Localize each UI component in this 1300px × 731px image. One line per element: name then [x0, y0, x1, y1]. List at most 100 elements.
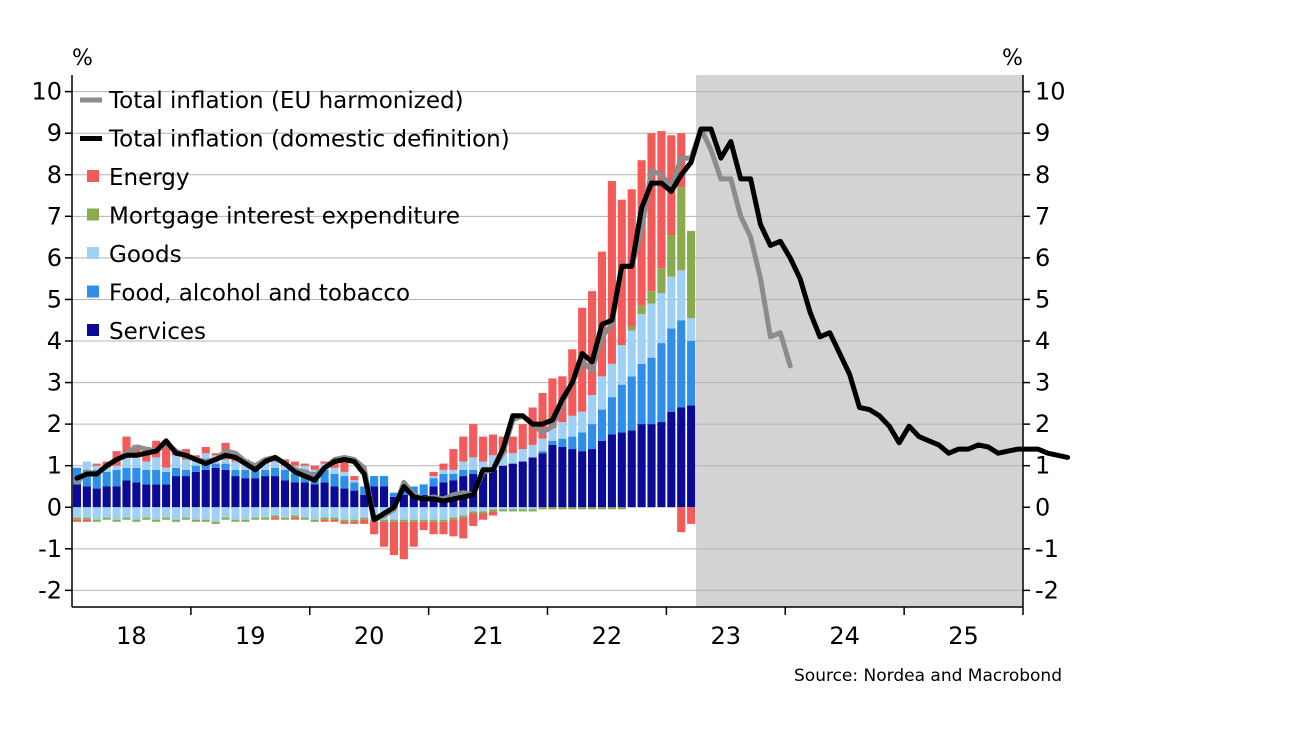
bar-mortgage-interest-expenditure-negative-	[241, 519, 250, 522]
bar-goods-negative-	[399, 507, 408, 520]
bar-mortgage-interest-expenditure-negative-	[558, 507, 567, 510]
bar-energy-negative-	[409, 521, 418, 547]
bar-goods-negative-	[251, 507, 260, 518]
bar-goods-negative-	[419, 507, 428, 520]
bar-food-alcohol-and-tobacco	[558, 438, 567, 447]
bar-energy-negative-	[350, 521, 359, 524]
bar-goods	[607, 363, 616, 398]
bar-services	[578, 451, 587, 508]
bar-services	[261, 476, 270, 508]
bar-goods-negative-	[469, 507, 478, 512]
bar-energy-negative-	[320, 519, 329, 522]
bar-goods	[171, 455, 181, 468]
bar-services	[627, 430, 636, 508]
bar-goods	[617, 345, 626, 385]
bar-mortgage-interest-expenditure-negative-	[171, 519, 181, 522]
bar-food-alcohol-and-tobacco	[429, 478, 438, 487]
bar-energy	[162, 440, 171, 468]
bar-services	[617, 432, 626, 508]
bar-goods-negative-	[508, 507, 517, 510]
bar-energy-negative-	[449, 519, 458, 537]
bar-goods	[488, 455, 498, 468]
bar-goods-negative-	[122, 507, 131, 518]
bar-goods-negative-	[191, 507, 200, 520]
bar-goods	[498, 453, 507, 466]
x-tick-label: 21	[473, 622, 504, 650]
bar-mortgage-interest-expenditure-negative-	[469, 511, 478, 514]
bar-food-alcohol-and-tobacco	[122, 467, 131, 481]
bar-goods	[132, 453, 141, 468]
legend-label: Services	[109, 319, 206, 345]
bar-mortgage-interest-expenditure-negative-	[340, 519, 349, 522]
bar-mortgage-interest-expenditure-negative-	[132, 519, 141, 522]
bar-food-alcohol-and-tobacco	[181, 469, 190, 477]
bar-food-alcohol-and-tobacco	[102, 471, 111, 487]
bar-services	[350, 490, 359, 508]
y-tick-label-left: 4	[47, 327, 62, 355]
bar-mortgage-interest-expenditure-negative-	[162, 517, 171, 520]
bar-food-alcohol-and-tobacco	[667, 328, 676, 412]
bar-food-alcohol-and-tobacco	[538, 451, 547, 454]
y-tick-label-right: -1	[1035, 535, 1059, 563]
bar-services	[122, 480, 131, 508]
bar-food-alcohol-and-tobacco	[409, 486, 418, 495]
bar-services	[657, 422, 666, 508]
bar-goods	[479, 461, 488, 472]
bar-mortgage-interest-expenditure-negative-	[122, 517, 131, 520]
bar-services	[201, 469, 210, 508]
x-tick-label: 22	[592, 622, 623, 650]
bar-goods-negative-	[82, 507, 91, 518]
line-total-inflation-domestic	[74, 126, 1071, 523]
bar-food-alcohol-and-tobacco	[578, 432, 587, 452]
legend-label: Total inflation (EU harmonized)	[108, 88, 464, 114]
bar-services	[142, 484, 151, 508]
bar-energy-negative-	[72, 519, 82, 522]
bar-services	[102, 486, 111, 508]
bar-services	[677, 407, 686, 508]
bar-goods	[677, 270, 686, 321]
bar-energy-negative-	[459, 517, 468, 539]
bar-mortgage-interest-expenditure-negative-	[617, 507, 626, 510]
bar-services	[112, 486, 121, 508]
y-tick-label-right: 8	[1035, 161, 1050, 189]
y-tick-label-right: 0	[1035, 493, 1050, 521]
bar-goods	[300, 465, 309, 470]
bar-energy-negative-	[271, 517, 280, 520]
bar-goods	[469, 457, 478, 470]
bar-food-alcohol-and-tobacco	[647, 357, 656, 425]
bar-services	[498, 465, 507, 508]
bar-mortgage-interest-expenditure-negative-	[112, 519, 121, 522]
bar-goods-negative-	[459, 507, 468, 516]
bar-energy	[300, 463, 309, 466]
x-tick-label: 23	[711, 622, 742, 650]
legend-square-marker	[87, 285, 99, 298]
bar-energy	[459, 436, 468, 462]
bar-goods-negative-	[320, 507, 329, 518]
bar-food-alcohol-and-tobacco	[271, 467, 280, 477]
bar-services	[508, 463, 517, 508]
bar-energy	[548, 378, 557, 429]
bar-goods	[261, 463, 270, 470]
bar-goods-negative-	[280, 507, 290, 518]
bar-energy-negative-	[439, 521, 448, 535]
bar-energy	[657, 131, 666, 269]
bar-services	[647, 424, 656, 508]
bar-energy-negative-	[340, 521, 349, 524]
bar-services	[251, 478, 260, 508]
bar-energy-negative-	[419, 521, 428, 531]
bar-mortgage-interest-expenditure-negative-	[271, 515, 280, 518]
bar-energy	[211, 453, 220, 456]
bar-energy-negative-	[687, 507, 696, 524]
bar-services	[637, 424, 646, 508]
source-note: Source: Nordea and Macrobond	[794, 666, 1062, 686]
bar-food-alcohol-and-tobacco	[568, 436, 577, 450]
bar-energy-negative-	[429, 521, 438, 535]
bar-food-alcohol-and-tobacco	[627, 376, 636, 431]
y-tick-label-left: -1	[38, 535, 62, 563]
bar-mortgage-interest-expenditure-negative-	[290, 515, 299, 518]
bar-services	[300, 482, 309, 508]
bar-mortgage-interest-expenditure-negative-	[181, 517, 190, 520]
y-tick-label-left: 7	[47, 202, 62, 230]
bar-services	[171, 476, 181, 508]
bar-mortgage-interest-expenditure-negative-	[191, 519, 200, 522]
